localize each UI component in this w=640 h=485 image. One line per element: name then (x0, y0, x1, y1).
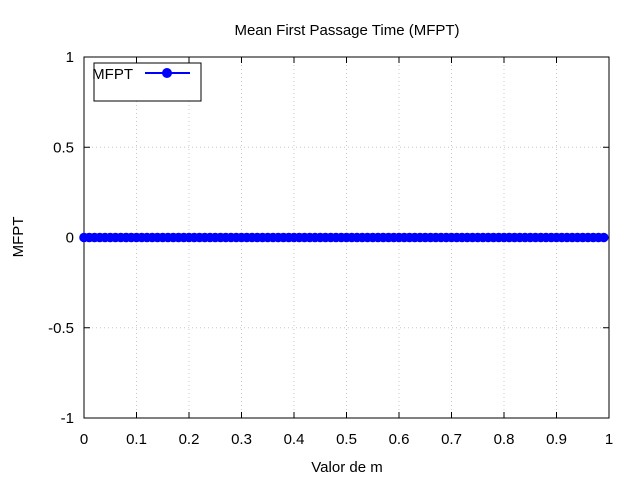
x-tick-label: 1 (605, 431, 613, 448)
legend-entry-marker (162, 68, 172, 78)
y-axis-label: MFPT (10, 217, 27, 258)
x-tick-label: 0.7 (441, 431, 462, 448)
legend-box (93, 62, 202, 102)
data-point (598, 232, 609, 243)
chart-title: Mean First Passage Time (MFPT) (234, 22, 459, 39)
x-tick-label: 0.9 (546, 431, 567, 448)
x-axis-label: Valor de m (311, 459, 382, 476)
y-tick-label: 0.5 (53, 139, 74, 156)
series-layer (79, 232, 609, 243)
x-tick-label: 0.2 (179, 431, 200, 448)
y-tick-label: 1 (66, 49, 74, 66)
y-tick-label: -1 (61, 410, 74, 427)
x-tick-label: 0.1 (126, 431, 147, 448)
tick-layer: 0 0.1 0.2 0.3 0.4 0.5 0.6 0.7 0.8 0.9 1 1 0.5 0 -0.5 -1 (48, 49, 613, 448)
legend: MFPT (92, 62, 202, 102)
x-tick-label: 0.8 (494, 431, 515, 448)
x-tick-label: 0.4 (284, 431, 305, 448)
x-tick-label: 0 (80, 431, 88, 448)
x-tick-label: 0.3 (231, 431, 252, 448)
x-tick-label: 0.5 (336, 431, 357, 448)
y-tick-label: 0 (66, 230, 74, 247)
legend-entry-label: MFPT (92, 66, 133, 83)
x-tick-label: 0.6 (389, 431, 410, 448)
y-tick-label: -0.5 (48, 320, 74, 337)
